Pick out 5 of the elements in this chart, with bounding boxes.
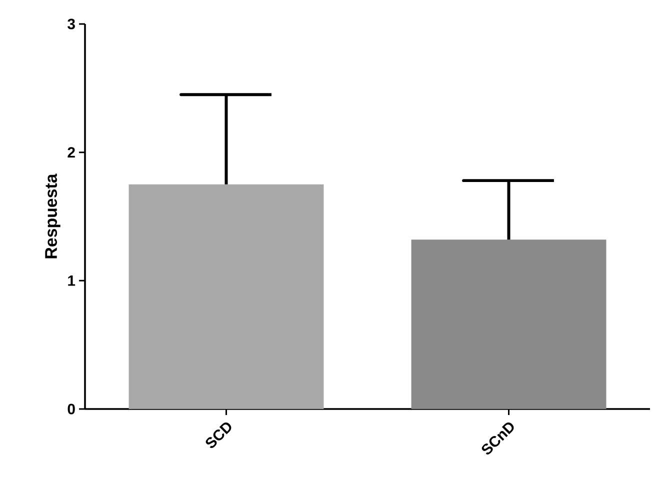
y-tick-label: 3 <box>68 18 75 30</box>
y-tick-label: 2 <box>68 147 75 158</box>
y-axis-title: Respuesta <box>45 174 60 258</box>
y-tick-label: 1 <box>68 276 76 286</box>
y-tick-label: 0 <box>68 404 75 414</box>
